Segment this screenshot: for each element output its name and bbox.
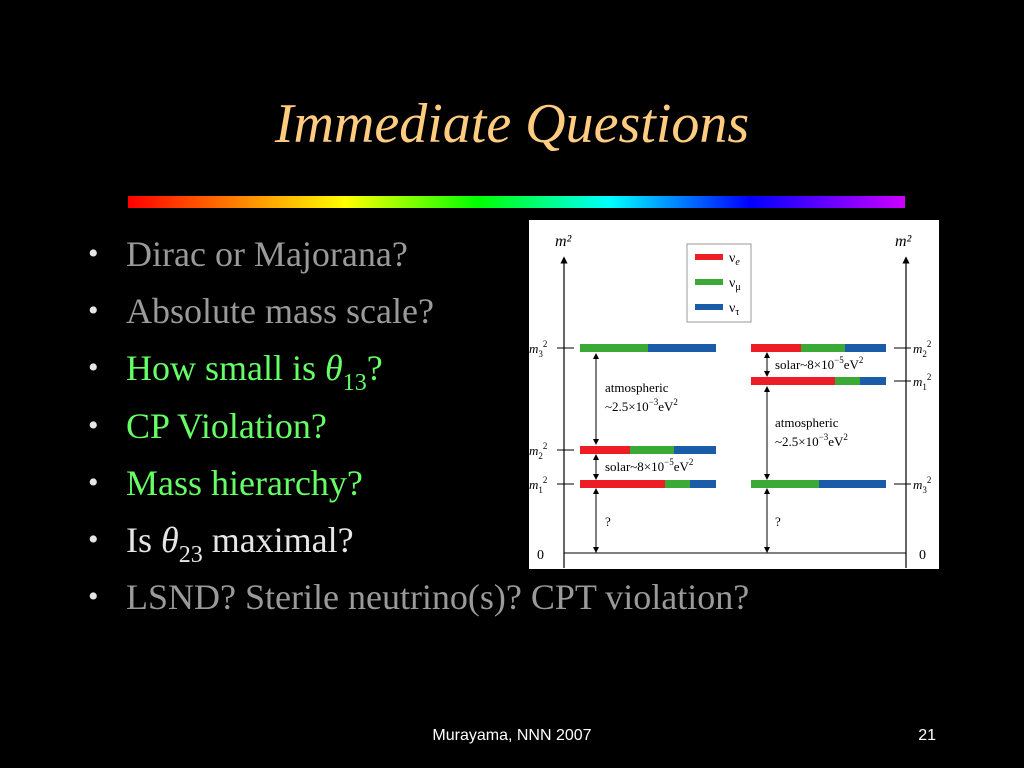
bullet-dot: • — [88, 408, 99, 442]
bullet-dot: • — [88, 465, 99, 499]
rainbow-divider — [128, 196, 905, 208]
bullet-text-pre: How small is — [126, 348, 326, 389]
level-bar-segment — [751, 377, 835, 385]
level-label-m1: m12 — [913, 372, 931, 392]
bullet-item: • Is θ23 maximal? — [88, 522, 749, 579]
axis-label-left: m² — [555, 233, 573, 250]
level-bar-segment — [630, 446, 674, 454]
bullet-text: CP Violation? — [126, 405, 327, 446]
level-label-m2: m22 — [529, 441, 547, 461]
bullet-dot: • — [88, 237, 99, 270]
bullet-text: Is θ23 maximal? — [126, 519, 354, 567]
solar-value: solar~8×10−5eV2 — [605, 457, 693, 474]
bullet-item: • Dirac or Majorana? — [88, 236, 749, 293]
solar-value: solar~8×10−5eV2 — [775, 355, 863, 372]
bullet-list: • Dirac or Majorana? • Absolute mass sca… — [88, 236, 749, 636]
atmospheric-value: ~2.5×10−3eV2 — [775, 432, 848, 449]
level-bar-segment — [751, 480, 819, 488]
level-label-m2: m22 — [913, 339, 931, 359]
page-number: 21 — [918, 727, 936, 744]
level-label-m1: m12 — [529, 475, 547, 495]
unknown-mark: ? — [775, 514, 781, 529]
bullet-dot: • — [88, 351, 99, 385]
atmospheric-label: atmospheric — [775, 415, 839, 430]
footer-author: Murayama, NNN 2007 — [432, 727, 592, 744]
legend-label-nu-mu: νμ — [729, 276, 741, 293]
legend: νe νμ ντ — [686, 243, 752, 323]
atmospheric-value: ~2.5×10−3eV2 — [605, 397, 678, 414]
atmospheric-label: atmospheric — [605, 380, 669, 395]
theta-symbol: θ — [325, 348, 343, 389]
level-bar-segment — [665, 480, 690, 488]
unknown-mark: ? — [605, 514, 611, 529]
legend-swatch-nu-tau — [695, 304, 723, 310]
bullet-item: • CP Violation? — [88, 408, 749, 465]
theta-symbol: θ — [161, 519, 179, 560]
level-label-m3: m32 — [529, 339, 547, 359]
level-bar-segment — [690, 480, 716, 488]
level-label-m3: m32 — [913, 475, 931, 495]
bullet-dot: • — [88, 294, 99, 328]
level-bar-segment — [835, 377, 860, 385]
level-bar-segment — [580, 480, 665, 488]
zero-label-left: 0 — [537, 548, 544, 563]
bullet-dot: • — [88, 580, 99, 614]
theta-subscript: 23 — [178, 541, 203, 568]
theta-subscript: 13 — [342, 370, 367, 397]
bullet-text-post: ? — [366, 348, 383, 389]
bullet-text-post: maximal? — [202, 519, 354, 560]
level-bar-segment — [580, 344, 648, 352]
level-bar-segment — [801, 344, 845, 352]
level-bar-segment — [845, 344, 886, 352]
legend-swatch-nu-e — [695, 254, 723, 260]
right-hierarchy: m22 m12 m32 solar~8×10−5eV2 atmospheric … — [751, 339, 931, 553]
neutrino-mass-hierarchy-diagram: m² m² 0 0 νe νμ ντ m32 — [529, 220, 939, 569]
left-hierarchy: m32 m22 m12 atmospheric ~2.5×10−3eV2 sol… — [529, 339, 716, 553]
level-bar-segment — [674, 446, 716, 454]
level-bar-segment — [819, 480, 886, 488]
legend-label-nu-tau: ντ — [729, 301, 739, 318]
bullet-item: • How small is θ13? — [88, 350, 749, 407]
bullet-text: How small is θ13? — [126, 348, 383, 395]
diagram-svg: m² m² 0 0 νe νμ ντ m32 — [529, 233, 931, 568]
bullet-item: • Absolute mass scale? — [88, 293, 749, 350]
legend-label-nu-e: νe — [729, 251, 740, 268]
bullet-item: • LSND? Sterile neutrino(s)? CPT violati… — [88, 579, 749, 636]
bullet-text: Dirac or Majorana? — [126, 234, 408, 274]
bullet-item: • Mass hierarchy? — [88, 465, 749, 522]
legend-swatch-nu-mu — [695, 279, 723, 285]
level-bar-segment — [580, 446, 630, 454]
bullet-text-pre: Is — [126, 519, 161, 560]
bullet-dot: • — [88, 522, 99, 556]
bullet-text: Mass hierarchy? — [126, 462, 363, 503]
axis-label-right: m² — [895, 233, 913, 250]
bullet-text: Absolute mass scale? — [126, 291, 434, 332]
zero-label-right: 0 — [919, 548, 926, 563]
level-bar-segment — [751, 344, 801, 352]
bullet-text: LSND? Sterile neutrino(s)? CPT violation… — [126, 577, 750, 618]
slide-title: Immediate Questions — [274, 93, 750, 155]
level-bar-segment — [648, 344, 716, 352]
level-bar-segment — [860, 377, 886, 385]
